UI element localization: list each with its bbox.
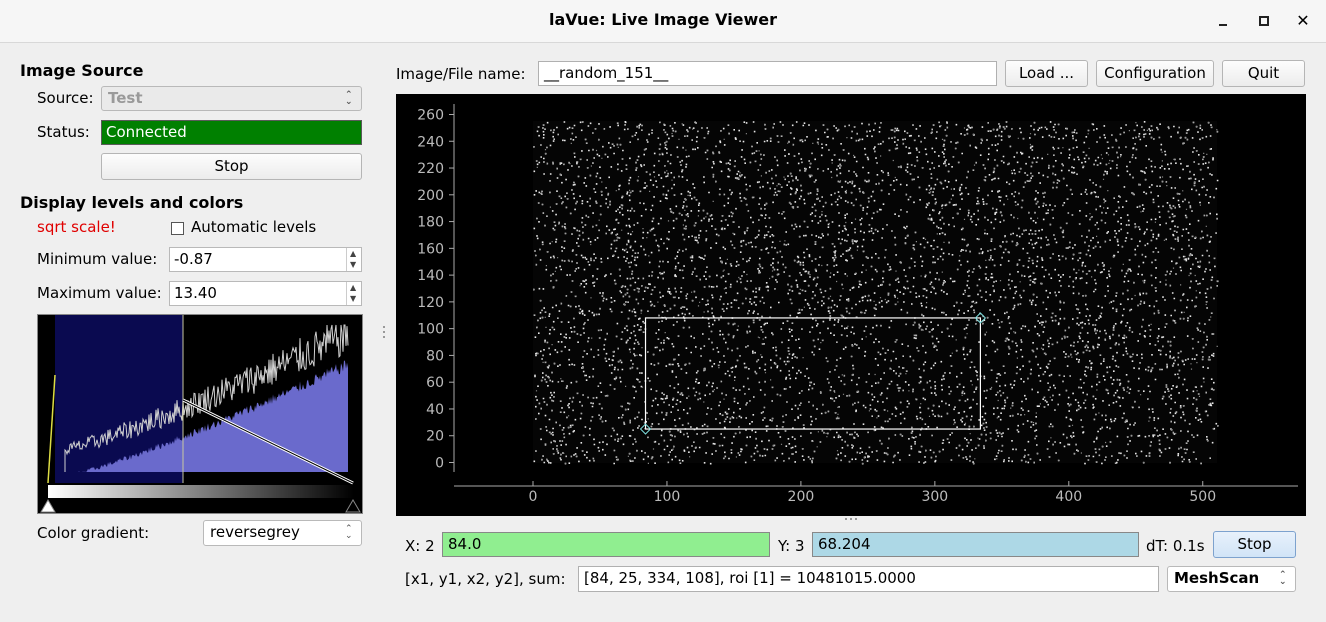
x-tick-label: 300 bbox=[921, 489, 948, 505]
minimize-icon[interactable] bbox=[1212, 10, 1234, 32]
display-levels-title: Display levels and colors bbox=[20, 193, 244, 212]
scan-mode-value: MeshScan bbox=[1174, 569, 1260, 587]
image-pixels bbox=[533, 121, 1219, 465]
file-name-input[interactable]: __random_151__ bbox=[538, 61, 997, 86]
source-value: Test bbox=[108, 89, 143, 107]
y-coordinate-label: Y: 3 bbox=[778, 537, 805, 555]
source-select[interactable]: Test ⌃ ⌄ bbox=[101, 86, 362, 111]
color-gradient-value: reversegrey bbox=[210, 523, 300, 541]
y-tick-label: 80 bbox=[426, 348, 444, 364]
gradient-tick-left-icon[interactable] bbox=[40, 499, 56, 513]
image-plot[interactable]: 260 240 220 200 180 160 140 120 100 80 60 40 20 0 0 10… bbox=[396, 94, 1306, 516]
image-area[interactable] bbox=[533, 121, 1217, 463]
y-tick-label: 220 bbox=[417, 161, 444, 177]
y-tick-label: 180 bbox=[417, 215, 444, 231]
spin-up-icon[interactable]: ▲ bbox=[350, 249, 357, 258]
plot-stop-button[interactable]: Stop bbox=[1213, 531, 1296, 558]
auto-levels-label: Automatic levels bbox=[191, 218, 317, 236]
splitter-handle[interactable] bbox=[850, 518, 852, 520]
roi-handle-icon[interactable] bbox=[639, 423, 652, 435]
y-tick-label: 260 bbox=[417, 107, 444, 123]
x-coordinate-label: X: 2 bbox=[405, 537, 435, 555]
y-tick-label: 120 bbox=[417, 295, 444, 311]
image-source-title: Image Source bbox=[20, 61, 144, 80]
status-label: Status: bbox=[37, 123, 90, 141]
roi-rectangle[interactable] bbox=[644, 317, 981, 430]
roi-label: [x1, y1, x2, y2], sum: bbox=[405, 570, 566, 588]
source-label: Source: bbox=[37, 89, 94, 107]
maximize-icon[interactable] bbox=[1252, 10, 1274, 32]
min-value: -0.87 bbox=[174, 250, 213, 268]
file-name-label: Image/File name: bbox=[396, 65, 526, 83]
histogram-widget[interactable] bbox=[37, 314, 363, 514]
gradient-tick-right-icon[interactable] bbox=[345, 499, 361, 513]
spin-down-icon[interactable]: ▼ bbox=[350, 294, 357, 303]
dt-label: dT: 0.1s bbox=[1146, 537, 1205, 555]
chevron-updown-icon: ⌃ ⌄ bbox=[345, 90, 353, 107]
pixel-noise bbox=[533, 121, 1219, 465]
chevron-updown-icon: ⌃ ⌄ bbox=[345, 524, 353, 541]
roi-value-field: [84, 25, 334, 108], roi [1] = 10481015.0… bbox=[578, 566, 1159, 592]
x-value-field: 84.0 bbox=[442, 532, 770, 557]
x-tick-label: 500 bbox=[1189, 489, 1216, 505]
close-icon[interactable]: ✕ bbox=[1296, 11, 1310, 30]
min-value-label: Minimum value: bbox=[37, 250, 158, 268]
x-tick-label: 200 bbox=[788, 489, 815, 505]
roi-handle-icon[interactable] bbox=[974, 312, 987, 324]
color-gradient-label: Color gradient: bbox=[37, 524, 150, 542]
y-tick-label: 140 bbox=[417, 268, 444, 284]
min-value-spinbox[interactable]: -0.87 ▲ ▼ bbox=[169, 247, 362, 272]
histogram-graphic bbox=[40, 315, 361, 513]
spin-up-icon[interactable]: ▲ bbox=[350, 283, 357, 292]
quit-button[interactable]: Quit bbox=[1222, 60, 1305, 87]
y-tick-label: 0 bbox=[435, 456, 444, 472]
splitter-handle[interactable] bbox=[855, 518, 857, 520]
y-tick-label: 240 bbox=[417, 134, 444, 150]
max-value-spinbox[interactable]: 13.40 ▲ ▼ bbox=[169, 281, 362, 306]
y-tick-label: 160 bbox=[417, 241, 444, 257]
x-tick-label: 400 bbox=[1055, 489, 1082, 505]
histogram-transfer-line-core bbox=[182, 399, 354, 484]
x-tick-label: 100 bbox=[654, 489, 681, 505]
splitter-handle[interactable] bbox=[845, 518, 847, 520]
y-tick-label: 60 bbox=[426, 375, 444, 391]
y-tick-label: 200 bbox=[417, 188, 444, 204]
y-value-field: 68.204 bbox=[812, 532, 1139, 557]
max-value-label: Maximum value: bbox=[37, 284, 162, 302]
title-bar: laVue: Live Image Viewer ✕ bbox=[0, 0, 1326, 43]
gradient-bar[interactable] bbox=[48, 485, 354, 498]
chevron-updown-icon: ⌃ ⌄ bbox=[1279, 570, 1287, 587]
status-field: Connected bbox=[101, 120, 362, 145]
scan-mode-select[interactable]: MeshScan ⌃ ⌄ bbox=[1167, 566, 1296, 592]
source-stop-button[interactable]: Stop bbox=[101, 153, 362, 180]
load-button[interactable]: Load ... bbox=[1005, 60, 1088, 87]
auto-levels-checkbox[interactable] bbox=[171, 222, 184, 235]
histogram-left-curve bbox=[47, 374, 56, 484]
max-value: 13.40 bbox=[174, 284, 217, 302]
window-title: laVue: Live Image Viewer bbox=[548, 10, 778, 29]
y-tick-label: 40 bbox=[426, 402, 444, 418]
scale-warning: sqrt scale! bbox=[37, 218, 116, 236]
histogram-fill bbox=[65, 360, 348, 472]
splitter-handle[interactable] bbox=[383, 336, 385, 338]
configuration-button[interactable]: Configuration bbox=[1096, 60, 1214, 87]
color-gradient-select[interactable]: reversegrey ⌃ ⌄ bbox=[203, 520, 362, 546]
y-tick-label: 100 bbox=[417, 322, 444, 338]
splitter-handle[interactable] bbox=[383, 331, 385, 333]
splitter-handle[interactable] bbox=[383, 326, 385, 328]
spin-down-icon[interactable]: ▼ bbox=[350, 260, 357, 269]
y-tick-label: 20 bbox=[426, 429, 444, 445]
x-tick-label: 0 bbox=[529, 489, 538, 505]
